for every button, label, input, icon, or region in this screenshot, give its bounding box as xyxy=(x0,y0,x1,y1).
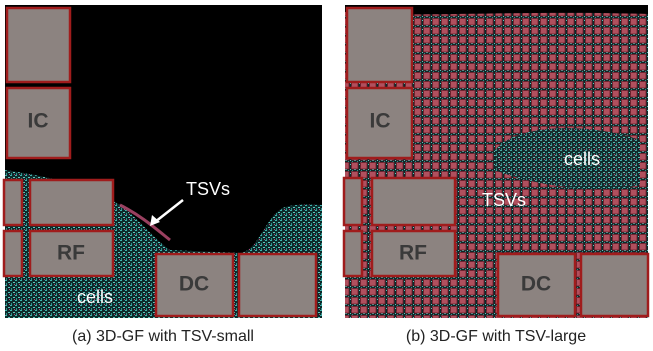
block xyxy=(581,254,648,316)
block xyxy=(344,178,362,225)
panel-a: IC RF DC TSVs cells (a) 3D-GF with TSV-s… xyxy=(4,5,322,345)
panel-b: IC RF DC cells TSVs (b) 3D-GF with TSV-l… xyxy=(344,5,648,345)
tsvs-label: TSVs xyxy=(186,179,230,199)
block xyxy=(344,231,362,276)
cells-label: cells xyxy=(564,149,600,169)
rf-label: RF xyxy=(57,242,85,265)
ic-label: IC xyxy=(28,110,49,133)
block xyxy=(4,231,22,276)
caption: (b) 3D-GF with TSV-large xyxy=(406,328,586,345)
tsvs-label: TSVs xyxy=(482,190,526,210)
block xyxy=(4,180,22,225)
block xyxy=(239,254,316,316)
rf-label: RF xyxy=(399,242,427,265)
block xyxy=(30,180,113,225)
block xyxy=(372,178,455,225)
dc-label: DC xyxy=(521,273,551,296)
caption: (a) 3D-GF with TSV-small xyxy=(72,328,254,345)
block xyxy=(7,8,70,82)
figure: IC RF DC TSVs cells (a) 3D-GF with TSV-s… xyxy=(0,0,653,351)
block xyxy=(347,8,412,82)
dc-label: DC xyxy=(179,273,209,296)
ic-label: IC xyxy=(370,110,391,133)
cells-label: cells xyxy=(77,287,113,307)
